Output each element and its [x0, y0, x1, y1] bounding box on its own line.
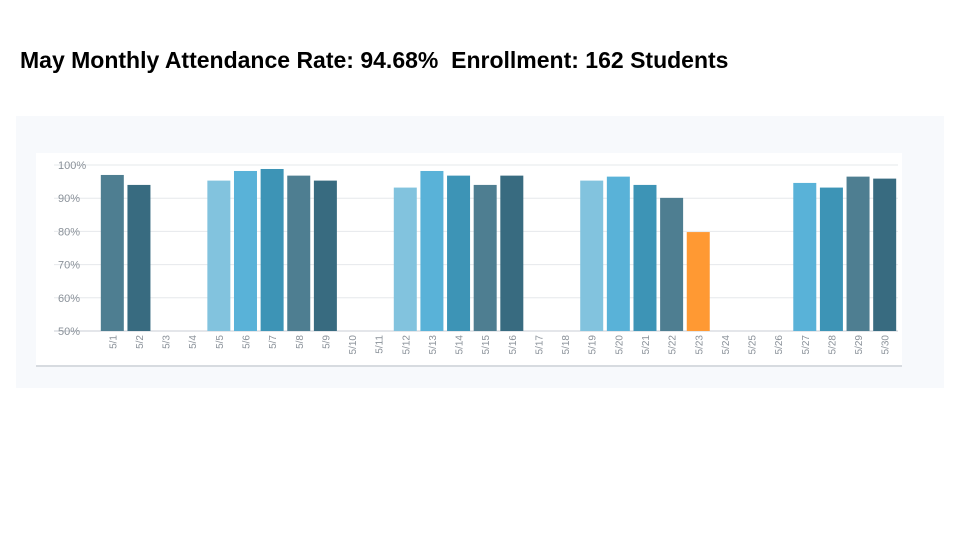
- x-tick-label: 5/21: [641, 335, 652, 355]
- x-tick-label: 5/27: [801, 335, 812, 355]
- bar-5-28: [819, 187, 843, 331]
- bar-5-6: [233, 170, 257, 331]
- x-tick-label: 5/20: [614, 335, 625, 355]
- bar-5-9: [313, 180, 337, 331]
- bar-5-8: [287, 175, 311, 331]
- x-tick-label: 5/9: [321, 335, 332, 349]
- y-axis-tick-labels: 50% 60% 70% 80% 90% 100%: [58, 160, 86, 338]
- x-tick-label: 5/11: [375, 335, 386, 354]
- x-tick-label: 5/8: [295, 335, 306, 349]
- attendance-chart: 50% 60% 70% 80% 90% 100% 5/1 5/2 5/3 5/4 5/5 5/6 5/…: [36, 153, 902, 365]
- bar-5-27: [793, 182, 817, 331]
- bar-5-15: [473, 184, 497, 331]
- x-tick-label: 5/19: [588, 335, 599, 355]
- bar-5-16: [500, 175, 524, 331]
- y-tick-label: 90%: [58, 193, 80, 205]
- x-tick-label: 5/12: [401, 335, 412, 355]
- bar-5-22: [660, 197, 684, 331]
- y-tick-label: 70%: [58, 260, 80, 272]
- x-tick-label: 5/4: [188, 335, 199, 349]
- y-tick-label: 50%: [58, 326, 80, 338]
- bar-5-23: [686, 232, 710, 331]
- slide-title: May Monthly Attendance Rate: 94.68% Enro…: [20, 47, 729, 73]
- bar-5-2: [127, 184, 151, 331]
- chart-panel: 50% 60% 70% 80% 90% 100% 5/1 5/2 5/3 5/4 5/5 5/6 5/…: [16, 116, 944, 388]
- y-tick-label: 100%: [58, 160, 86, 172]
- bar-5-20: [606, 176, 630, 331]
- x-tick-label: 5/2: [135, 335, 146, 349]
- bar-5-29: [846, 176, 870, 331]
- x-tick-label: 5/26: [774, 335, 785, 355]
- bar-5-1: [100, 174, 124, 331]
- x-tick-label: 5/7: [268, 335, 279, 349]
- x-tick-label: 5/6: [241, 335, 252, 349]
- x-tick-label: 5/14: [455, 335, 466, 355]
- x-tick-label: 5/28: [827, 335, 838, 355]
- attendance-bar-chart: 50%60%70%80%90%100% 5/1 5/2 5/3 5/4 5/5 5/6 5/…: [54, 160, 898, 355]
- x-tick-label: 5/24: [721, 335, 732, 355]
- x-tick-label: 5/1: [108, 335, 119, 349]
- bar-5-7: [260, 168, 284, 331]
- bar-5-30: [873, 178, 897, 331]
- x-tick-label: 5/16: [508, 335, 519, 355]
- x-tick-label: 5/22: [668, 335, 679, 355]
- x-axis-tick-labels: 5/1 5/2 5/3 5/4 5/5 5/6 5/7 5/8 5/9 5/10 5/11 5/12 5…: [108, 335, 891, 355]
- bar-5-21: [633, 184, 657, 331]
- chart-bottom-border: [36, 365, 902, 367]
- bars: [100, 168, 897, 331]
- x-tick-label: 5/10: [348, 335, 359, 355]
- x-tick-label: 5/25: [748, 335, 759, 355]
- bar-5-14: [447, 175, 471, 331]
- x-tick-label: 5/5: [215, 335, 226, 349]
- x-tick-label: 5/13: [428, 335, 439, 355]
- x-tick-label: 5/18: [561, 335, 572, 355]
- x-tick-label: 5/23: [694, 335, 705, 355]
- y-tick-label: 80%: [58, 226, 80, 238]
- bar-5-5: [207, 180, 231, 331]
- x-tick-label: 5/17: [534, 335, 545, 355]
- bar-5-19: [580, 180, 604, 331]
- y-tick-label: 60%: [58, 293, 80, 305]
- x-tick-label: 5/3: [162, 335, 173, 349]
- bar-5-12: [393, 187, 417, 331]
- x-tick-label: 5/15: [481, 335, 492, 355]
- x-tick-label: 5/29: [854, 335, 865, 355]
- x-tick-label: 5/30: [881, 335, 892, 355]
- bar-5-13: [420, 170, 444, 331]
